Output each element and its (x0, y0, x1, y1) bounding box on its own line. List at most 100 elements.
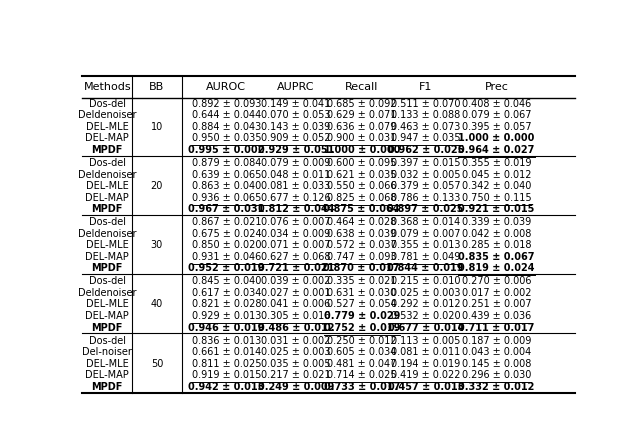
Text: 0.936 ± 0.065: 0.936 ± 0.065 (191, 193, 261, 202)
Text: 0.714 ± 0.025: 0.714 ± 0.025 (327, 370, 397, 380)
Text: 0.048 ± 0.011: 0.048 ± 0.011 (261, 170, 330, 179)
Text: 0.439 ± 0.036: 0.439 ± 0.036 (462, 311, 531, 321)
Text: 0.249 ± 0.009: 0.249 ± 0.009 (257, 382, 334, 392)
Text: 0.041 ± 0.006: 0.041 ± 0.006 (261, 299, 330, 309)
Text: 0.845 ± 0.040: 0.845 ± 0.040 (191, 276, 261, 287)
Text: Dos-del: Dos-del (89, 217, 126, 227)
Text: DEL-MLE: DEL-MLE (86, 240, 129, 250)
Text: AUPRC: AUPRC (277, 82, 314, 92)
Text: 30: 30 (151, 240, 163, 250)
Text: 0.962 ± 0.025: 0.962 ± 0.025 (388, 145, 464, 155)
Text: 0.368 ± 0.014: 0.368 ± 0.014 (391, 217, 460, 227)
Text: 0.043 ± 0.004: 0.043 ± 0.004 (462, 347, 531, 357)
Text: 1.000 ± 0.000: 1.000 ± 0.000 (324, 145, 400, 155)
Text: 0.081 ± 0.033: 0.081 ± 0.033 (261, 181, 330, 191)
Text: Methods: Methods (83, 82, 131, 92)
Text: 0.950 ± 0.035: 0.950 ± 0.035 (191, 134, 261, 143)
Text: DEL-MAP: DEL-MAP (85, 370, 129, 380)
Text: Recall: Recall (345, 82, 378, 92)
Text: 0.034 ± 0.009: 0.034 ± 0.009 (261, 229, 330, 239)
Text: MPDF: MPDF (92, 382, 123, 392)
Text: Deldenoiser: Deldenoiser (78, 288, 136, 298)
Text: 0.035 ± 0.005: 0.035 ± 0.005 (261, 359, 330, 369)
Text: 0.081 ± 0.011: 0.081 ± 0.011 (391, 347, 460, 357)
Text: 0.332 ± 0.012: 0.332 ± 0.012 (458, 382, 535, 392)
Text: 0.711 ± 0.017: 0.711 ± 0.017 (458, 323, 535, 332)
Text: 0.419 ± 0.022: 0.419 ± 0.022 (391, 370, 460, 380)
Text: DEL-MLE: DEL-MLE (86, 299, 129, 309)
Text: 0.812 ± 0.044: 0.812 ± 0.044 (257, 204, 334, 214)
Text: 0.821 ± 0.028: 0.821 ± 0.028 (191, 299, 261, 309)
Text: 0.039 ± 0.002: 0.039 ± 0.002 (261, 276, 330, 287)
Text: Deldenoiser: Deldenoiser (78, 229, 136, 239)
Text: 0.639 ± 0.065: 0.639 ± 0.065 (191, 170, 261, 179)
Text: 0.457 ± 0.013: 0.457 ± 0.013 (388, 382, 464, 392)
Text: 0.025 ± 0.003: 0.025 ± 0.003 (391, 288, 460, 298)
Text: 0.929 ± 0.051: 0.929 ± 0.051 (257, 145, 334, 155)
Text: Del-noiser: Del-noiser (83, 347, 132, 357)
Text: 0.042 ± 0.008: 0.042 ± 0.008 (462, 229, 531, 239)
Text: 0.631 ± 0.030: 0.631 ± 0.030 (327, 288, 396, 298)
Text: 0.187 ± 0.009: 0.187 ± 0.009 (462, 336, 531, 346)
Text: Dos-del: Dos-del (89, 336, 126, 346)
Text: 0.194 ± 0.019: 0.194 ± 0.019 (391, 359, 460, 369)
Text: 0.661 ± 0.014: 0.661 ± 0.014 (192, 347, 261, 357)
Text: 0.867 ± 0.021: 0.867 ± 0.021 (191, 217, 261, 227)
Text: 0.627 ± 0.068: 0.627 ± 0.068 (261, 252, 330, 262)
Text: 0.397 ± 0.015: 0.397 ± 0.015 (391, 158, 460, 168)
Text: 0.995 ± 0.002: 0.995 ± 0.002 (188, 145, 264, 155)
Text: DEL-MAP: DEL-MAP (85, 311, 129, 321)
Text: 0.355 ± 0.019: 0.355 ± 0.019 (462, 158, 531, 168)
Text: 0.825 ± 0.068: 0.825 ± 0.068 (327, 193, 396, 202)
Text: 0.113 ± 0.005: 0.113 ± 0.005 (391, 336, 460, 346)
Text: 0.017 ± 0.002: 0.017 ± 0.002 (462, 288, 531, 298)
Text: 0.550 ± 0.066: 0.550 ± 0.066 (327, 181, 396, 191)
Text: 0.964 ± 0.027: 0.964 ± 0.027 (458, 145, 535, 155)
Text: 0.481 ± 0.047: 0.481 ± 0.047 (327, 359, 396, 369)
Text: 0.464 ± 0.028: 0.464 ± 0.028 (327, 217, 396, 227)
Text: 0.305 ± 0.016: 0.305 ± 0.016 (261, 311, 330, 321)
Text: 0.143 ± 0.039: 0.143 ± 0.039 (261, 122, 330, 132)
Text: 0.721 ± 0.021: 0.721 ± 0.021 (257, 263, 334, 273)
Text: 0.844 ± 0.019: 0.844 ± 0.019 (387, 263, 464, 273)
Text: 0.527 ± 0.054: 0.527 ± 0.054 (327, 299, 397, 309)
Text: Dos-del: Dos-del (89, 99, 126, 109)
Text: 0.779 ± 0.029: 0.779 ± 0.029 (324, 311, 400, 321)
Text: 0.335 ± 0.021: 0.335 ± 0.021 (327, 276, 396, 287)
Text: 0.511 ± 0.070: 0.511 ± 0.070 (391, 99, 460, 109)
Text: 0.532 ± 0.020: 0.532 ± 0.020 (391, 311, 461, 321)
Text: 0.967 ± 0.031: 0.967 ± 0.031 (188, 204, 264, 214)
Text: Prec: Prec (484, 82, 509, 92)
Text: 0.045 ± 0.012: 0.045 ± 0.012 (462, 170, 531, 179)
Text: 0.617 ± 0.034: 0.617 ± 0.034 (191, 288, 261, 298)
Text: Dos-del: Dos-del (89, 276, 126, 287)
Text: MPDF: MPDF (92, 145, 123, 155)
Text: 0.870 ± 0.017: 0.870 ± 0.017 (323, 263, 400, 273)
Text: 0.133 ± 0.088: 0.133 ± 0.088 (391, 110, 460, 120)
Text: 10: 10 (151, 122, 163, 132)
Text: 0.811 ± 0.025: 0.811 ± 0.025 (191, 359, 261, 369)
Text: 0.629 ± 0.071: 0.629 ± 0.071 (327, 110, 396, 120)
Text: 0.879 ± 0.084: 0.879 ± 0.084 (191, 158, 261, 168)
Text: 0.909 ± 0.052: 0.909 ± 0.052 (261, 134, 330, 143)
Text: 0.638 ± 0.039: 0.638 ± 0.039 (327, 229, 396, 239)
Text: 0.942 ± 0.013: 0.942 ± 0.013 (188, 382, 264, 392)
Text: 0.884 ± 0.043: 0.884 ± 0.043 (192, 122, 261, 132)
Text: 0.395 ± 0.057: 0.395 ± 0.057 (462, 122, 531, 132)
Text: 0.605 ± 0.034: 0.605 ± 0.034 (327, 347, 396, 357)
Text: 0.070 ± 0.053: 0.070 ± 0.053 (261, 110, 330, 120)
Text: 0.285 ± 0.018: 0.285 ± 0.018 (462, 240, 531, 250)
Text: 0.875 ± 0.064: 0.875 ± 0.064 (323, 204, 400, 214)
Text: 0.863 ± 0.040: 0.863 ± 0.040 (192, 181, 261, 191)
Text: 0.339 ± 0.039: 0.339 ± 0.039 (462, 217, 531, 227)
Text: 0.835 ± 0.067: 0.835 ± 0.067 (458, 252, 535, 262)
Text: 0.786 ± 0.133: 0.786 ± 0.133 (391, 193, 460, 202)
Text: 0.071 ± 0.007: 0.071 ± 0.007 (261, 240, 330, 250)
Text: 0.079 ± 0.007: 0.079 ± 0.007 (391, 229, 460, 239)
Text: 0.076 ± 0.007: 0.076 ± 0.007 (261, 217, 330, 227)
Text: 0.486 ± 0.012: 0.486 ± 0.012 (257, 323, 334, 332)
Text: 1.000 ± 0.000: 1.000 ± 0.000 (458, 134, 535, 143)
Text: 0.296 ± 0.030: 0.296 ± 0.030 (462, 370, 531, 380)
Text: 0.463 ± 0.073: 0.463 ± 0.073 (391, 122, 460, 132)
Text: 0.379 ± 0.057: 0.379 ± 0.057 (391, 181, 461, 191)
